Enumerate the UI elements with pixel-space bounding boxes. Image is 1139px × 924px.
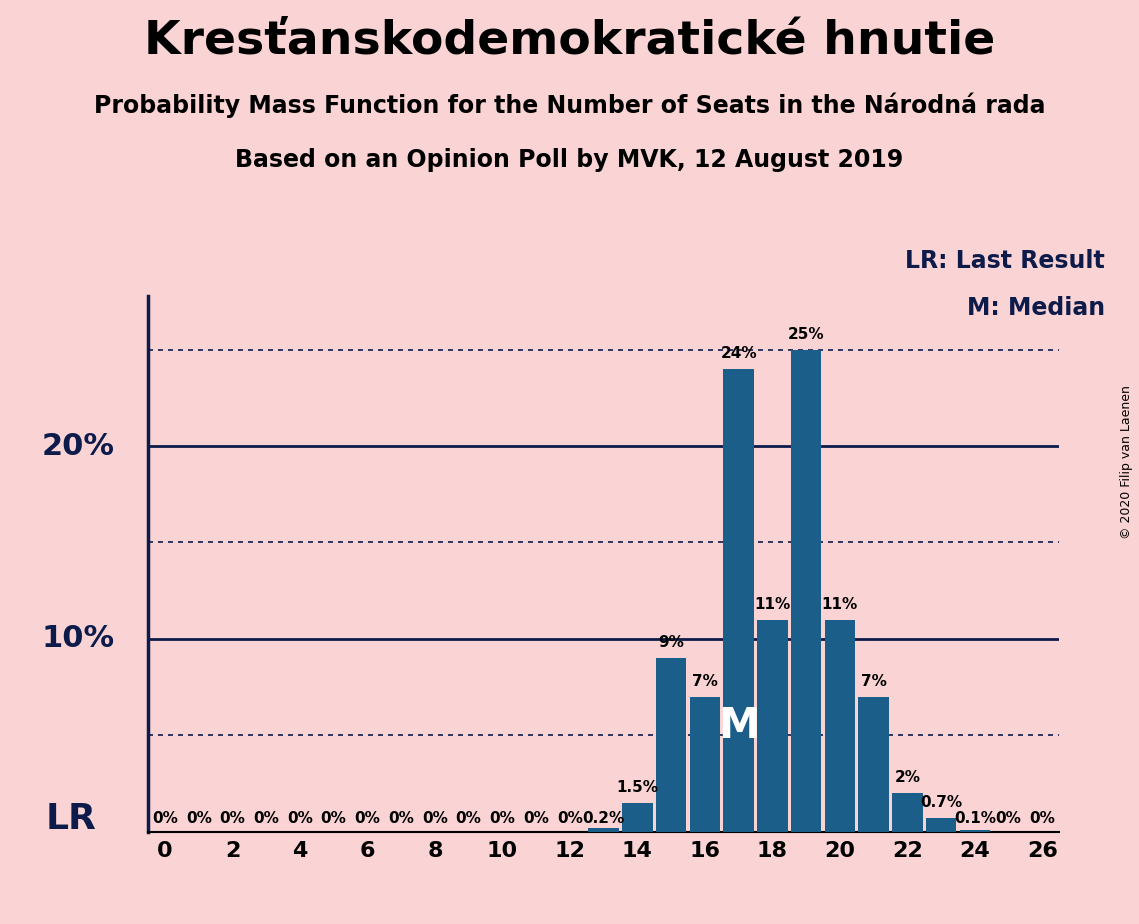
Text: M: Median: M: Median — [967, 296, 1105, 320]
Text: © 2020 Filip van Laenen: © 2020 Filip van Laenen — [1121, 385, 1133, 539]
Bar — [926, 818, 957, 832]
Text: M: M — [718, 705, 760, 747]
Bar — [723, 369, 754, 832]
Text: 25%: 25% — [788, 327, 825, 342]
Bar — [622, 803, 653, 832]
Text: 0%: 0% — [287, 811, 313, 826]
Bar — [892, 793, 923, 832]
Bar — [656, 658, 687, 832]
Text: 24%: 24% — [720, 346, 757, 361]
Text: Based on an Opinion Poll by MVK, 12 August 2019: Based on an Opinion Poll by MVK, 12 Augu… — [236, 148, 903, 172]
Bar — [825, 620, 855, 832]
Text: 9%: 9% — [658, 636, 685, 650]
Text: 1.5%: 1.5% — [616, 780, 658, 795]
Text: Probability Mass Function for the Number of Seats in the Národná rada: Probability Mass Function for the Number… — [93, 92, 1046, 118]
Text: 0%: 0% — [220, 811, 245, 826]
Bar — [790, 349, 821, 832]
Text: Kresťanskodemokratické hnutie: Kresťanskodemokratické hnutie — [144, 18, 995, 64]
Text: 0%: 0% — [557, 811, 583, 826]
Text: 0%: 0% — [995, 811, 1022, 826]
Text: 0%: 0% — [490, 811, 515, 826]
Text: 0%: 0% — [186, 811, 212, 826]
Bar — [960, 830, 990, 832]
Text: 11%: 11% — [754, 597, 790, 612]
Text: 0%: 0% — [354, 811, 380, 826]
Text: 0%: 0% — [321, 811, 346, 826]
Text: LR: Last Result: LR: Last Result — [906, 249, 1105, 274]
Bar — [859, 697, 888, 832]
Text: 0%: 0% — [421, 811, 448, 826]
Text: 2%: 2% — [894, 771, 920, 785]
Bar — [690, 697, 720, 832]
Text: 7%: 7% — [693, 674, 718, 689]
Text: 0.7%: 0.7% — [920, 796, 962, 810]
Text: 0%: 0% — [456, 811, 482, 826]
Text: 0%: 0% — [151, 811, 178, 826]
Text: 10%: 10% — [41, 625, 114, 653]
Text: 0.1%: 0.1% — [953, 811, 995, 826]
Text: 0%: 0% — [523, 811, 549, 826]
Text: 11%: 11% — [821, 597, 858, 612]
Bar — [589, 828, 618, 832]
Bar — [757, 620, 787, 832]
Text: 0%: 0% — [388, 811, 415, 826]
Text: 20%: 20% — [41, 432, 114, 460]
Text: 0%: 0% — [1030, 811, 1056, 826]
Text: 7%: 7% — [861, 674, 886, 689]
Text: LR: LR — [46, 802, 97, 836]
Text: 0%: 0% — [253, 811, 279, 826]
Text: 0.2%: 0.2% — [582, 811, 625, 826]
